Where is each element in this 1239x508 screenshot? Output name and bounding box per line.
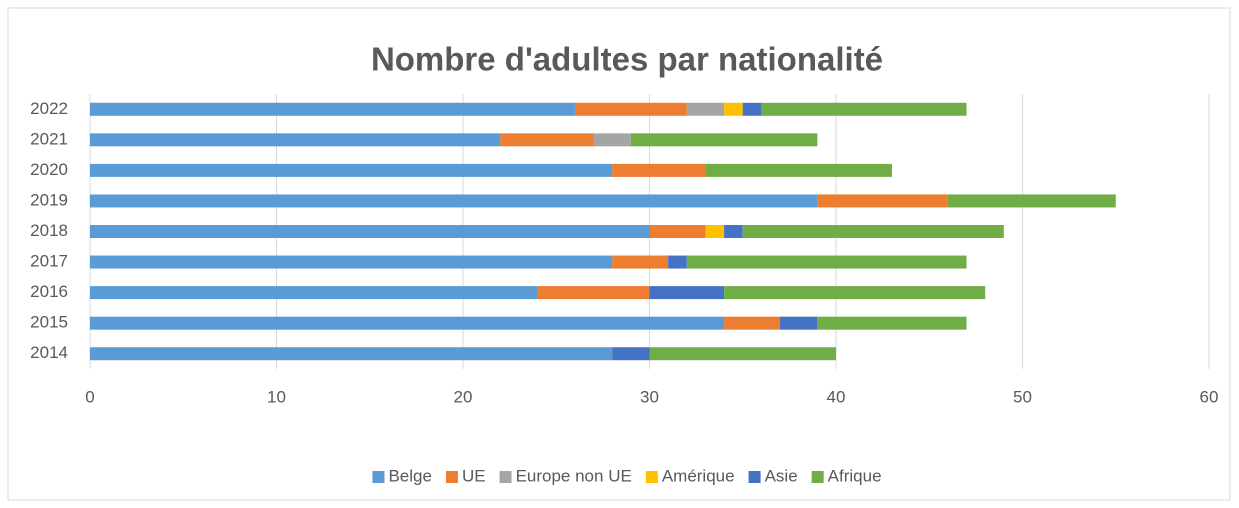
legend-label: Amérique [662,466,735,485]
legend-label: Belge [388,466,431,485]
x-tick-label: 50 [1013,387,1032,406]
y-tick-label: 2021 [30,129,68,148]
bar-segment [817,194,948,208]
y-tick-label: 2017 [30,252,68,271]
bar-segment [686,102,725,116]
bar-segment [686,255,967,269]
bar-segment [761,102,967,116]
bar-segment [630,133,818,147]
y-tick-label: 2022 [30,99,68,118]
x-tick-label: 40 [827,387,846,406]
x-tick-label: 30 [640,387,659,406]
bar-segment [742,225,1004,238]
legend-swatch [748,471,761,483]
x-tick-label: 60 [1200,387,1219,406]
bar-segment [705,163,892,177]
y-tick-label: 2020 [30,160,68,179]
bar-segment [724,102,743,116]
bar-segment [705,225,725,238]
bar-segment [612,347,650,361]
bar-segment [817,316,967,330]
legend-label: UE [462,466,486,485]
legend-swatch [811,471,824,483]
y-tick-label: 2015 [30,313,68,332]
bar-segment [537,286,650,300]
legend-swatch [372,471,385,483]
bar-segment [593,133,631,147]
bar-segment [90,225,650,238]
chart-title: Nombre d'adultes par nationalité [371,41,883,78]
x-tick-label: 0 [85,387,94,406]
bar-segment [668,255,687,269]
bar-segment [612,163,706,177]
bar-segment [742,102,762,116]
y-tick-label: 2018 [30,221,68,240]
bar-segment [612,255,669,269]
chart-frame [7,7,1231,501]
y-tick-label: 2014 [30,343,68,362]
bar-segment [649,347,836,361]
bar-segment [90,255,613,269]
bar-segment [500,133,594,147]
y-tick-label: 2019 [30,190,68,209]
bar-segment [90,133,501,147]
legend-swatch [645,471,658,483]
bar-segment [724,316,781,330]
bar-segment [947,194,1116,208]
bar-segment [90,163,613,177]
bar-segment [574,102,687,116]
legend-label: Europe non UE [516,466,632,485]
x-tick-label: 20 [454,387,473,406]
bar-segment [780,316,818,330]
bar-segment [90,316,725,330]
legend-label: Asie [765,466,798,485]
bar-segment [90,194,818,208]
bar-segment [90,286,538,300]
bar-segment [90,347,613,361]
bar-segment [724,225,743,238]
bar-segment [649,225,706,238]
legend-swatch [499,471,512,483]
y-tick-label: 2016 [30,282,68,301]
legend-label: Afrique [828,466,882,485]
bar-segment [724,286,986,300]
x-tick-label: 10 [267,387,286,406]
legend-swatch [445,471,458,483]
bar-segment [649,286,725,300]
bar-segment [90,102,575,116]
